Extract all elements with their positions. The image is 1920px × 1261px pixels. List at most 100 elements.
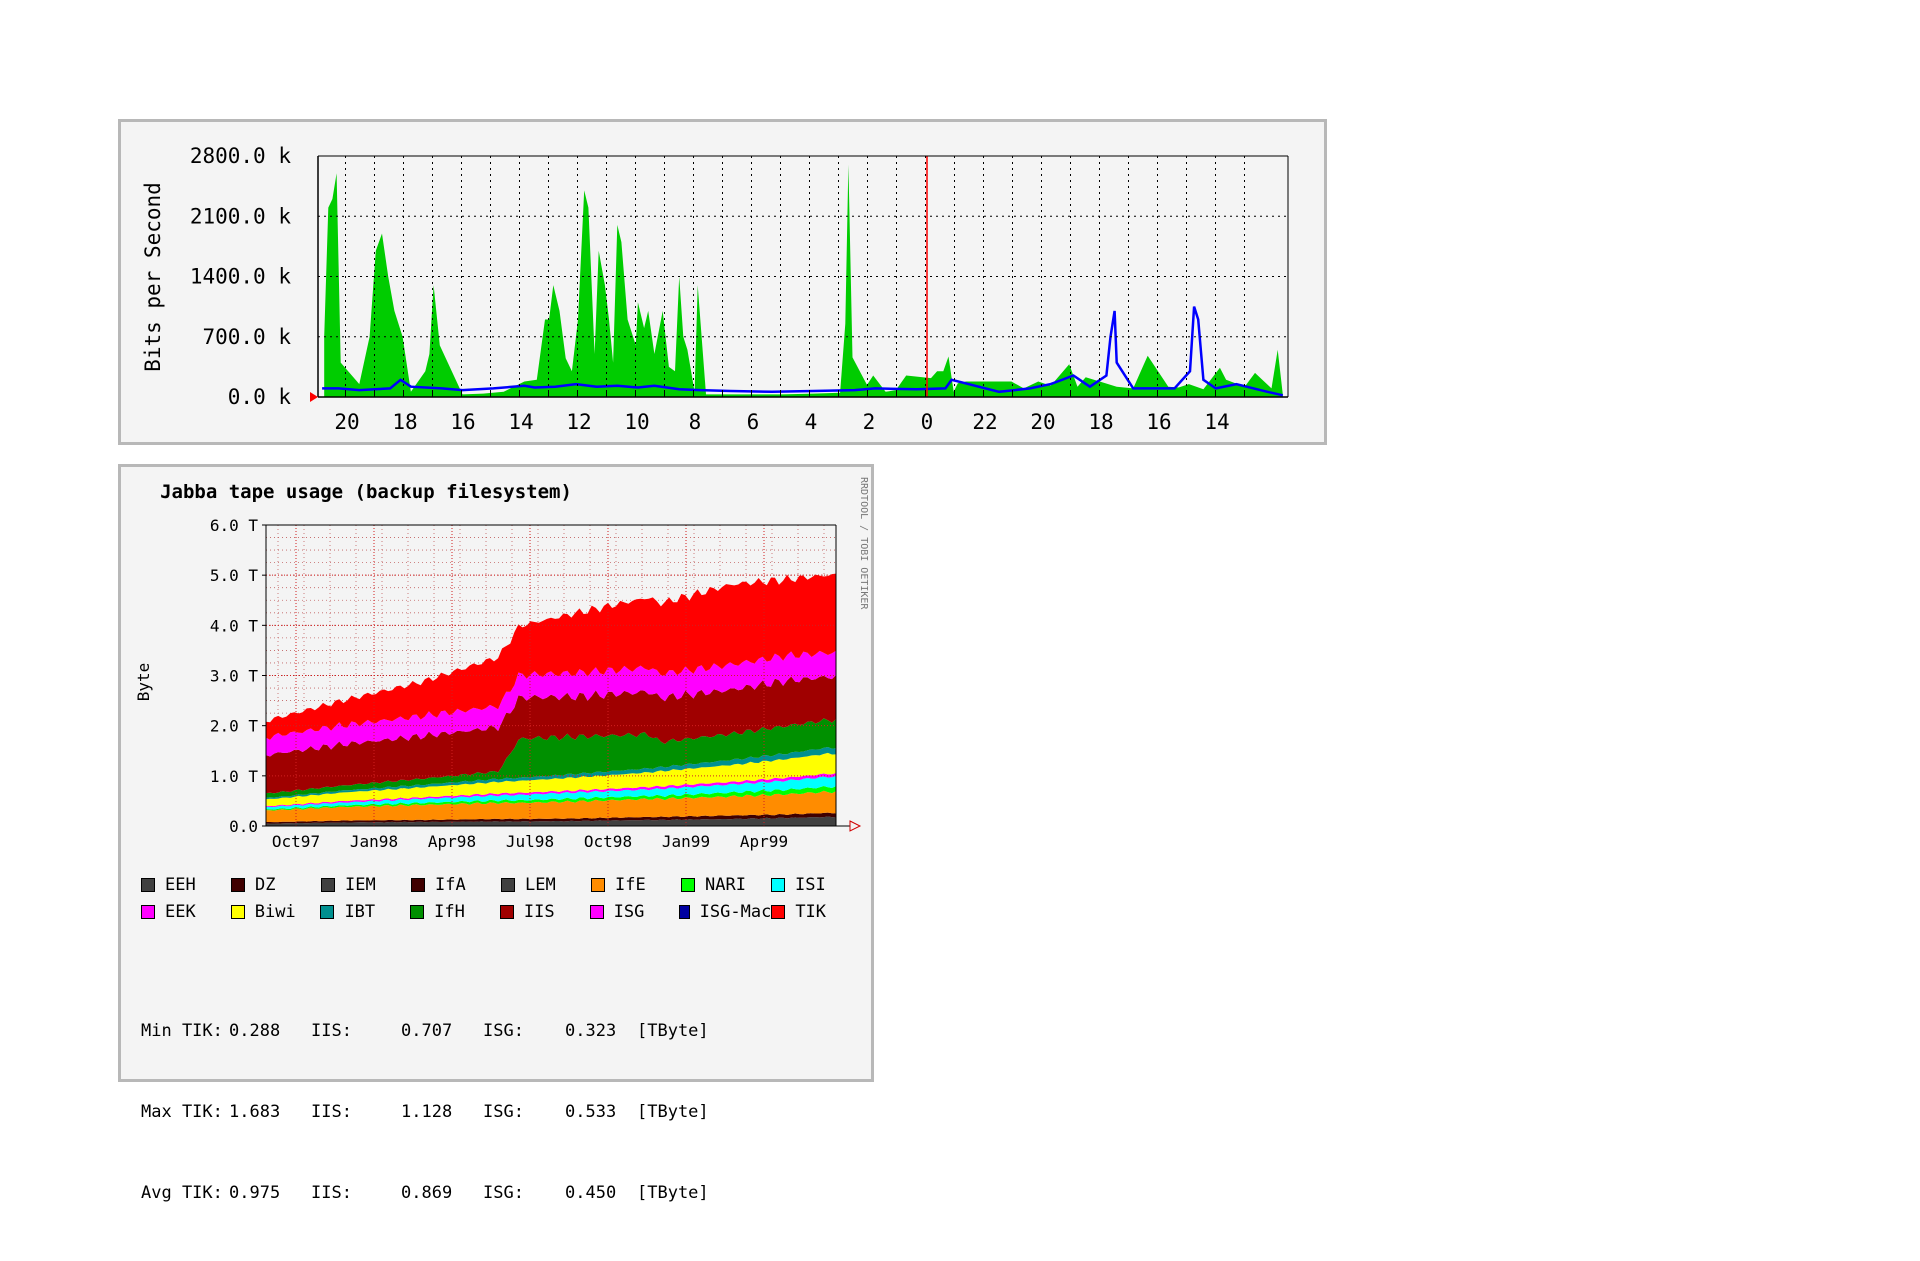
legend-swatch [681, 877, 695, 892]
area-isg [266, 650, 836, 757]
y-tick-label: 6.0 T [210, 516, 259, 535]
y-tick-label: 5.0 T [210, 566, 259, 585]
stat-value-tik: 1.683 [229, 1102, 281, 1122]
legend-item-ifa: IfA [411, 875, 501, 895]
legend-label: ISG-Mac [699, 901, 772, 922]
x-tick-label: 22 [972, 410, 997, 434]
y-tick-label: 4.0 T [210, 616, 259, 635]
legend-item-dz: DZ [231, 875, 321, 895]
area-ifh [266, 718, 836, 798]
stat-value-isg: 0.450 [565, 1183, 617, 1203]
x-tick-label: 20 [1030, 410, 1055, 434]
tape-usage-chart: Jabba tape usage (backup filesystem) Byt… [134, 477, 869, 851]
stat-value-iis: 0.707 [401, 1021, 453, 1041]
legend-item-iem: IEM [321, 875, 411, 895]
area-tik [266, 573, 836, 740]
incoming-traffic-area [324, 164, 1283, 397]
legend-swatch [771, 877, 785, 892]
x-tick-label: Oct98 [584, 832, 632, 851]
y-tick-label: 2.0 T [210, 717, 259, 736]
y-tick-label: 1.0 T [210, 767, 259, 786]
legend-swatch [321, 877, 335, 892]
y-tick-label: 0.0 k [228, 385, 292, 409]
stat-label-isg: ISG: [483, 1102, 524, 1122]
y-axis-label: Byte [134, 663, 153, 702]
legend-item-biwi: Biwi [230, 901, 321, 922]
legend-label: EEH [165, 874, 196, 895]
x-tick-label: 8 [689, 410, 702, 434]
stat-value-iis: 0.869 [401, 1183, 453, 1203]
area-ife [266, 790, 836, 823]
x-tick-label: 16 [1146, 410, 1171, 434]
stat-label-iis: IIS: [311, 1183, 352, 1203]
area-isi [266, 775, 836, 810]
legend-swatch [589, 904, 604, 919]
x-tick-label: 18 [1088, 410, 1113, 434]
stat-value-isg: 0.533 [565, 1102, 617, 1122]
area-eeh [266, 816, 836, 826]
watermark: RRDTOOL / TOBI OETIKER [858, 477, 869, 610]
tape-usage-panel: Jabba tape usage (backup filesystem) Byt… [118, 464, 874, 1203]
legend-item-eek: EEK [141, 902, 231, 922]
stat-value-tik: 0.288 [229, 1021, 281, 1041]
x-tick-label: Apr98 [428, 832, 476, 851]
y-tick-label: 0.0 [229, 817, 258, 836]
legend-item-iis: IIS [499, 902, 590, 922]
legend-label: ISG [613, 901, 645, 922]
legend-swatch [141, 904, 155, 919]
outgoing-traffic-line [322, 306, 1284, 397]
axis-arrow [849, 820, 862, 832]
legend-label: IfE [615, 874, 646, 895]
legend-swatch [679, 904, 690, 919]
x-tick-label: 2 [863, 410, 876, 434]
stat-label: Avg TIK: [141, 1183, 223, 1203]
legend-swatch [410, 904, 425, 919]
x-tick-label: Jul98 [506, 832, 554, 851]
x-tick-label: 18 [392, 410, 417, 434]
legend-label: DZ [255, 874, 276, 895]
traffic-graph-panel: Bits per Second 0.0 k 700.0 k 1400.0 k 2100… [118, 119, 1327, 445]
chart-title: Jabba tape usage (backup filesystem) [160, 481, 572, 503]
legend-item-tik: TIK [771, 902, 861, 922]
stat-label: Min TIK: [141, 1021, 223, 1041]
area-biwi [266, 752, 836, 807]
legend-row: EEK Biwi IBT IfH IIS ISG ISG-Mac TIK [141, 898, 861, 925]
stats-row-min: Min TIK: 0.288 IIS: 0.707 ISG: 0.323 [TB… [141, 1018, 717, 1045]
legend-item-isg-mac: ISG-Mac [679, 902, 771, 922]
stat-label-iis: IIS: [311, 1021, 352, 1041]
legend-item-eeh: EEH [141, 875, 231, 895]
stat-unit: [TByte] [637, 1183, 709, 1203]
legend-item-isg: ISG [589, 901, 680, 922]
legend-swatch [411, 877, 425, 892]
legend-item-isi: ISI [771, 875, 861, 895]
area-nari [266, 786, 836, 811]
stats-row-max: Max TIK: 1.683 IIS: 1.128 ISG: 0.533 [TB… [141, 1099, 717, 1126]
legend-label: IEM [345, 874, 376, 895]
legend-label: NARI [705, 874, 746, 895]
x-tick-label: 14 [1204, 410, 1229, 434]
legend-label: IBT [344, 901, 376, 922]
legend-item-ife: IfE [591, 875, 681, 895]
legend-swatch [320, 904, 335, 919]
legend-label: ISI [795, 874, 826, 895]
y-tick-label: 2100.0 k [190, 204, 292, 228]
x-tick-label: Apr99 [740, 832, 788, 851]
stat-label-isg: ISG: [483, 1183, 524, 1203]
y-tick-label: 700.0 k [202, 325, 291, 349]
legend-label: Biwi [254, 901, 296, 922]
legend-label: IfA [435, 874, 466, 895]
stat-unit: [TByte] [637, 1021, 709, 1041]
x-tick-label: Oct97 [272, 832, 320, 851]
stat-label: Max TIK: [141, 1102, 223, 1122]
legend-swatch [771, 904, 786, 919]
legend-swatch [499, 904, 514, 919]
legend-item-ifh: IfH [410, 902, 500, 922]
stat-value-iis: 1.128 [401, 1102, 453, 1122]
area-ibt [266, 747, 836, 800]
y-tick-label: 1400.0 k [190, 265, 292, 289]
stat-label-isg: ISG: [483, 1021, 524, 1041]
x-tick-label: 20 [334, 410, 359, 434]
x-tick-label: 6 [747, 410, 760, 434]
x-tick-label: Jan99 [662, 832, 710, 851]
